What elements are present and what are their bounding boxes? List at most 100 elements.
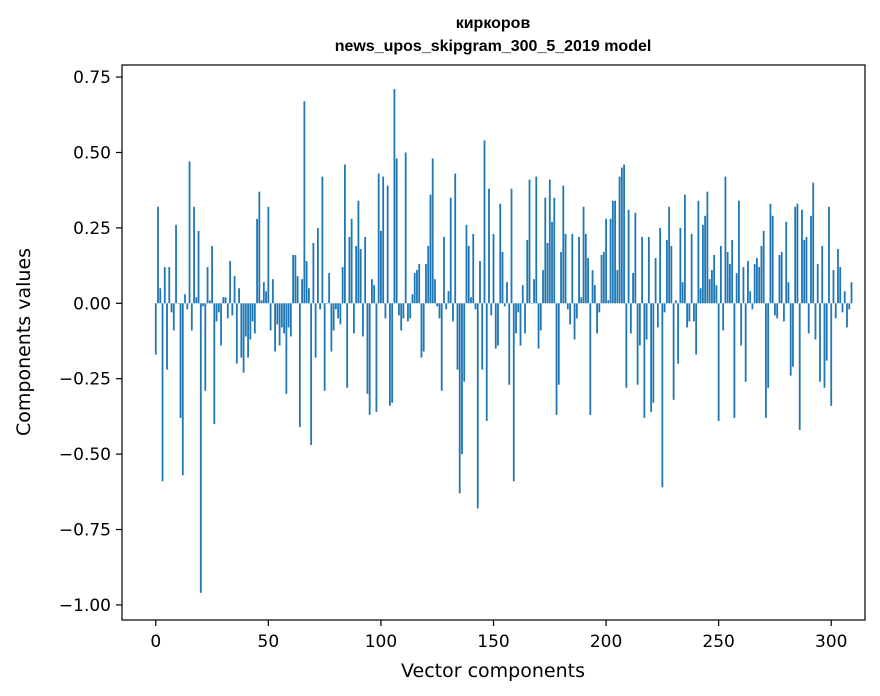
bar (443, 236, 445, 304)
bar (170, 303, 173, 313)
bar (359, 248, 362, 304)
bar (774, 303, 776, 316)
bar (825, 303, 828, 361)
bar (794, 206, 797, 304)
bar (413, 273, 416, 304)
y-tick-label: −0.75 (59, 521, 111, 541)
bar (181, 303, 184, 476)
bar (220, 303, 222, 346)
bar (404, 152, 407, 304)
bar (242, 303, 245, 373)
bar (440, 303, 443, 391)
y-axis-label: Components values (13, 248, 35, 436)
bar (490, 303, 493, 316)
bar (177, 303, 180, 304)
bar (235, 303, 238, 364)
bar (229, 261, 231, 304)
bar (548, 179, 551, 304)
bar (638, 303, 641, 346)
bar (375, 303, 378, 412)
bar (373, 285, 376, 304)
bar (701, 224, 704, 304)
bar (699, 288, 702, 304)
bar (407, 303, 409, 322)
bar (656, 303, 659, 328)
bar (168, 267, 171, 304)
bar (301, 279, 304, 304)
bar (470, 297, 472, 304)
bar (319, 303, 322, 310)
bar (551, 221, 553, 304)
bar (832, 270, 835, 304)
bar (762, 230, 765, 304)
bar (316, 227, 319, 304)
bar (276, 303, 279, 325)
bar (314, 303, 317, 358)
bar (643, 303, 646, 418)
bar (614, 200, 616, 304)
bar (587, 258, 589, 304)
bar (231, 303, 234, 316)
bar (395, 158, 398, 304)
bar (506, 282, 508, 304)
bar (569, 303, 571, 325)
bar (355, 245, 358, 304)
bar (364, 236, 367, 304)
bar (161, 303, 164, 482)
bar (841, 303, 844, 313)
bar (731, 239, 734, 304)
bar (713, 255, 716, 304)
bar (674, 300, 677, 304)
bar (325, 303, 328, 304)
bar (627, 209, 630, 304)
bar (456, 303, 459, 370)
bar (398, 303, 400, 316)
bar (479, 261, 481, 304)
bar (330, 303, 333, 352)
bar (204, 303, 207, 391)
x-tick-label: 100 (365, 632, 397, 652)
bar (434, 279, 436, 304)
x-axis-ticks: 0 50 100 150 200 250 300 (150, 620, 847, 652)
y-tick-label: −0.25 (59, 370, 111, 390)
bar (238, 288, 240, 304)
bar (494, 303, 497, 349)
bar (566, 303, 569, 310)
bar (738, 200, 740, 304)
bar (233, 276, 236, 304)
bar (765, 303, 767, 418)
bar (436, 303, 439, 307)
bar (175, 224, 177, 304)
x-tick-label: 50 (258, 632, 280, 652)
bar (208, 300, 211, 304)
bar (512, 303, 515, 482)
bar (380, 230, 382, 304)
bar (463, 303, 466, 382)
bar (769, 203, 772, 304)
bar (449, 197, 452, 304)
bar (555, 303, 558, 415)
bar (571, 233, 574, 304)
bar (409, 303, 412, 319)
y-tick-label: 0.00 (73, 294, 111, 314)
bar (598, 303, 601, 313)
bar (332, 303, 335, 331)
x-axis-label: Vector components (401, 660, 585, 682)
bar (843, 291, 846, 304)
bar (278, 303, 281, 346)
bar (562, 185, 565, 304)
bar (616, 270, 619, 304)
bar (753, 264, 756, 304)
bar (789, 303, 792, 376)
bar (274, 303, 276, 352)
bar (814, 303, 817, 340)
bar (758, 267, 761, 304)
bar (339, 303, 342, 325)
bar (553, 197, 556, 304)
bar (262, 282, 265, 304)
y-axis-ticks: −1.00 −0.75 −0.50 −0.25 0.00 0.25 0.50 0.75 (59, 68, 122, 616)
bar (589, 303, 592, 415)
bar (382, 176, 385, 304)
bar (199, 303, 202, 593)
